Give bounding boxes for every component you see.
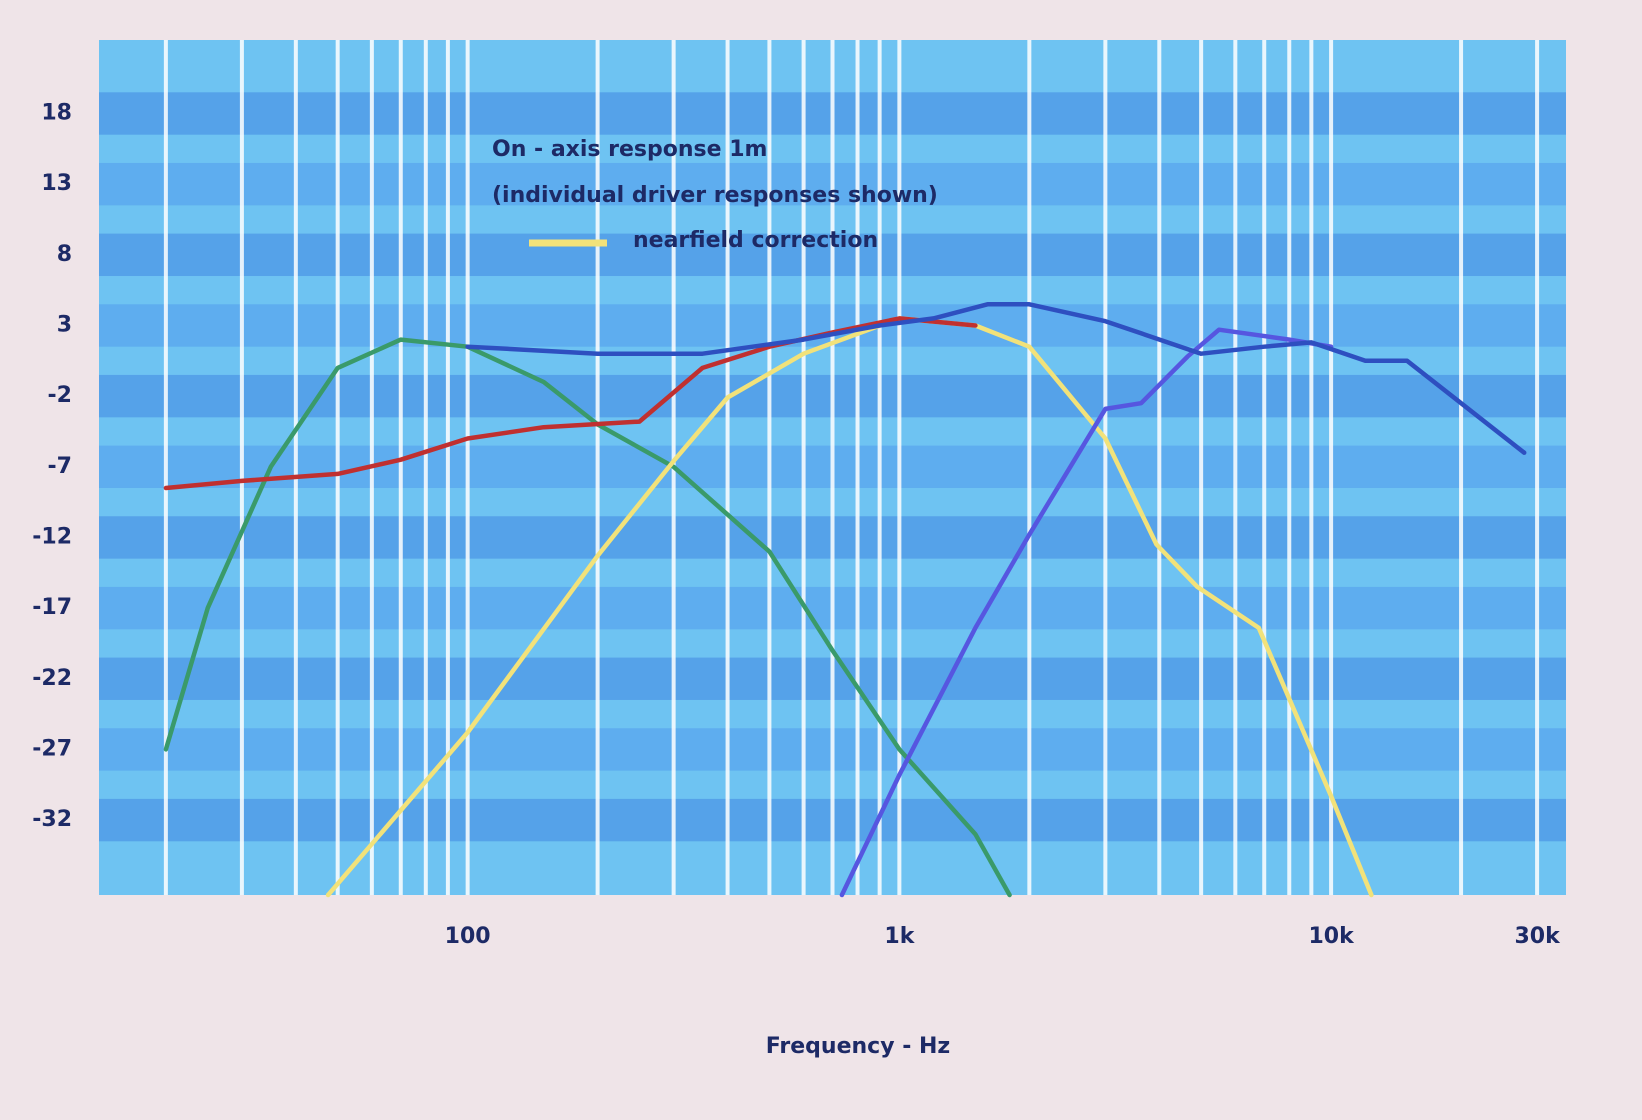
plot-area bbox=[99, 40, 1566, 898]
y-tick-label: -17 bbox=[32, 595, 72, 620]
y-tick-label: 18 bbox=[41, 100, 72, 125]
x-axis-title: Frequency - Hz bbox=[766, 1034, 950, 1059]
x-tick-label: 100 bbox=[445, 924, 491, 949]
series-line bbox=[465, 302, 1527, 455]
y-tick-label: 13 bbox=[41, 171, 72, 196]
y-tick-label: 3 bbox=[57, 312, 72, 337]
annotation: (individual driver responses shown) bbox=[492, 183, 938, 208]
series-line bbox=[839, 327, 1334, 898]
x-tick-label: 10k bbox=[1308, 924, 1355, 949]
y-tick-label: -22 bbox=[32, 666, 72, 691]
y-tick-label: -12 bbox=[32, 524, 72, 549]
x-tick-label: 1k bbox=[884, 924, 915, 949]
y-tick-label: -27 bbox=[32, 736, 72, 761]
y-tick-label: -32 bbox=[32, 807, 72, 832]
y-tick-label: -7 bbox=[48, 454, 72, 479]
x-tick-label: 30k bbox=[1514, 924, 1561, 949]
annotation: On - axis response 1m bbox=[492, 137, 767, 162]
y-tick-label: -2 bbox=[48, 383, 72, 408]
legend-label: nearfield correction bbox=[633, 228, 878, 253]
y-tick-label: 8 bbox=[57, 242, 72, 267]
series-line bbox=[163, 337, 1012, 898]
